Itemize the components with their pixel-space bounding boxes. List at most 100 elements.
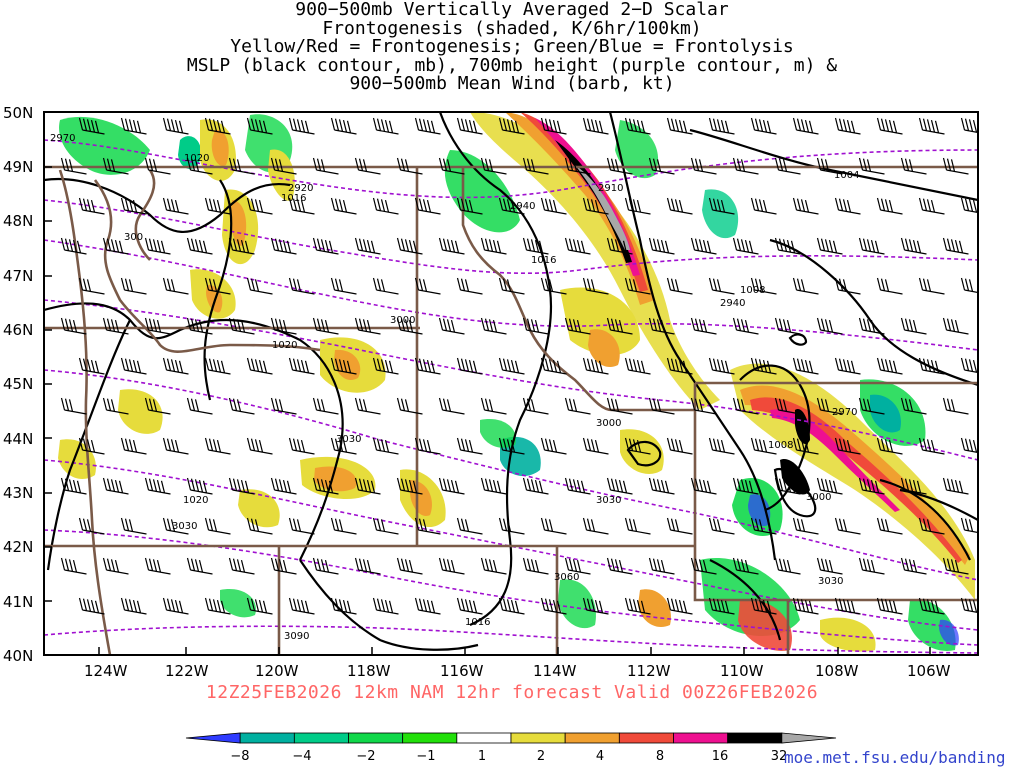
wind-barb [540,117,567,135]
wind-barb [354,397,381,415]
credit-link[interactable]: moe.met.fsu.edu/banding [784,748,1006,767]
wind-barb [606,397,633,415]
wind-barb [648,477,675,495]
lon-label: 114W [533,662,577,680]
wind-barb [78,197,105,215]
wind-barb [438,237,465,255]
wind-barb [582,197,609,215]
wind-barb [648,157,675,175]
wind-barb [624,357,651,375]
wind-barb [144,557,171,575]
wind-barb [204,597,231,615]
wind-barb [372,437,399,455]
wind-barb [960,197,978,214]
wind-barb [774,397,801,415]
wind-barb [228,557,255,575]
wind-barb [960,357,978,374]
wind-barb [204,117,231,135]
wind-barb [480,397,507,415]
wind-barb [438,397,465,415]
wind-barb [228,397,255,415]
wind-barb [498,357,525,375]
wind-barb [354,477,381,495]
wind-barb [186,477,213,495]
wind-barb [498,197,525,215]
wind-barb [414,517,441,535]
wind-barb [774,477,801,495]
wind-barb [270,477,297,495]
wind-barb [918,597,945,615]
wind-barb [330,597,357,615]
wind-barb [312,477,339,495]
wind-barb [354,557,381,575]
wind-barb [162,437,189,455]
wind-barb [666,517,693,535]
mslp-label: 1016 [281,193,306,204]
wind-barb [102,157,129,175]
wind-barb [666,277,693,295]
lon-label: 106W [907,662,951,680]
wind-barb [648,237,675,255]
wind-barb [372,517,399,535]
mslp-label: 1008 [768,440,793,451]
wind-barb [228,157,255,175]
colorbar-cell [348,732,404,744]
wind-barb [960,277,978,294]
wind-barb [288,357,315,375]
lat-label: 49N [3,158,33,176]
mslp-label: 1016 [531,255,556,266]
wind-barb [942,317,969,335]
wind-barb [858,237,885,255]
wind-barb [396,477,423,495]
lon-label: 108W [815,662,859,680]
wind-barb [144,317,171,335]
wind-barb [144,397,171,415]
height-label: 2940 [720,298,745,309]
wind-barb [414,357,441,375]
lat-label: 44N [3,430,33,448]
wind-barb [750,437,777,455]
lat-label: 47N [3,267,33,285]
wind-barb [102,557,129,575]
wind-barb [396,557,423,575]
wind-barb [60,477,87,495]
wind-barb [288,437,315,455]
wind-barb [144,237,171,255]
mslp-label: 1020 [183,495,208,506]
wind-barb [876,117,903,135]
colorbar-labels: −8 −4 −2 −1 1 2 4 8 16 32 [230,749,787,764]
wind-barb [204,437,231,455]
wind-barb [582,357,609,375]
wind-barb [396,237,423,255]
wind-barb [354,237,381,255]
lon-label: 122W [165,662,209,680]
wind-barb [606,157,633,175]
lon-label: 124W [84,662,128,680]
wind-barb [246,117,273,135]
wind-barb [522,157,549,175]
wind-barb [330,437,357,455]
lat-label: 46N [3,321,33,339]
wind-barb [792,197,819,215]
wind-barb [414,597,441,615]
wind-barb [918,197,945,215]
wind-barb [876,197,903,215]
wind-barb [438,557,465,575]
wind-barb [648,317,675,335]
wind-barb [270,317,297,335]
coastline [58,169,112,655]
wind-barb [690,157,717,175]
height-label: 3030 [596,495,621,506]
wind-barb [918,277,945,295]
wind-barb [666,597,693,615]
axis-ticks [44,111,931,656]
wind-barb [900,557,927,575]
wind-barb [498,517,525,535]
wind-barb [186,317,213,335]
wind-barb [456,197,483,215]
wind-barb [480,237,507,255]
colorbar-label: 4 [596,749,604,764]
wind-barb [78,517,105,535]
wind-barb [120,197,147,215]
extra-label: 300 [124,232,143,243]
